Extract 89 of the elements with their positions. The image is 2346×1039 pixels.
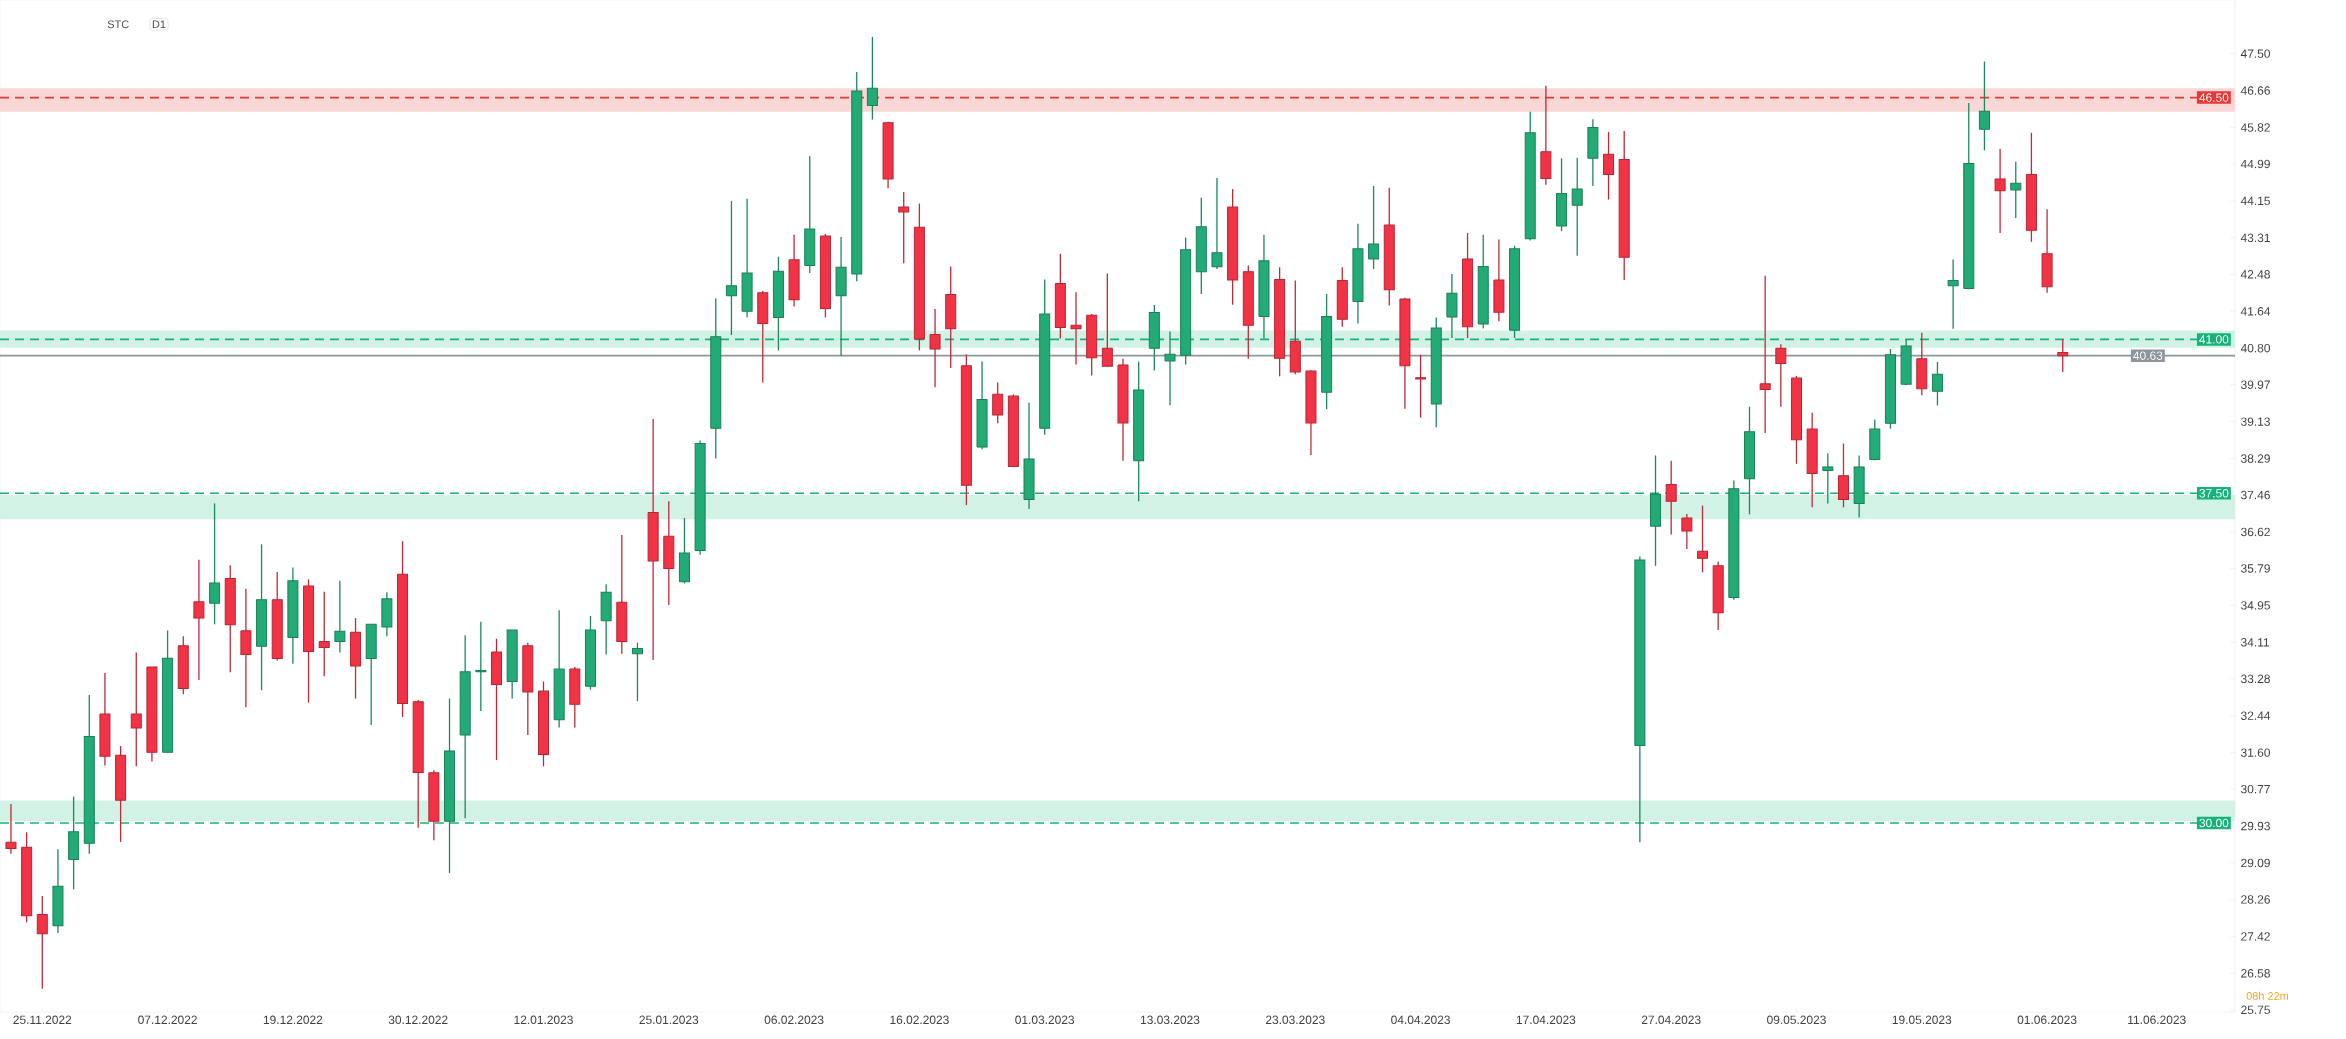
candlestick [1070,291,1082,366]
y-tick-label: 32.44 [2241,711,2271,720]
x-tick-label: 09.05.2023 [1767,1015,1826,1025]
x-tick-label: 13.03.2023 [1140,1015,1200,1025]
x-tick-label: 11.06.2023 [2128,1015,2186,1025]
x-tick-label: 25.11.2022 [13,1015,72,1025]
y-tick-label: 26.58 [2241,969,2270,978]
y-tick-label: 47.50 [2240,49,2271,58]
text: 08h 22m [2246,991,2289,1000]
y-tick-label: 41.64 [2240,307,2271,316]
x-tick-label: 04.04.2023 [1391,1015,1450,1025]
y-tick-label: 31.60 [2241,748,2271,757]
candlestick [725,200,737,336]
candlestick [631,642,643,702]
candlestick [1603,131,1615,201]
x-tick-label: 01.03.2023 [1015,1015,1075,1025]
annotation: D1 [152,20,166,29]
y-tick-label: 39.13 [2241,417,2270,426]
candlestick [898,191,910,264]
y-tick-label: 37.46 [2241,490,2270,500]
x-tick-label: 23.03.2023 [1265,1015,1325,1025]
y-tick-label: 44.15 [2240,196,2270,206]
x-tick-label: 06.02.2023 [764,1015,824,1025]
y-tick-label: 38.29 [2241,454,2270,463]
candlestick [1415,354,1427,419]
candlestick [36,895,48,990]
x-tick-label: 30.12.2022 [388,1015,448,1025]
y-tick-label: 34.11 [2241,638,2269,647]
y-tick-label: 29.09 [2241,858,2270,868]
candlestick [209,502,221,625]
y-tick-label: 42.48 [2240,270,2270,279]
candlestick [866,36,878,121]
ref-line-label: 30.00 [2199,818,2229,828]
candlestick [1775,343,1787,408]
candlestick [1101,272,1113,368]
ref-line-label: 40.63 [2133,351,2163,360]
y-tick-label: 45.82 [2240,123,2270,132]
y-tick-label: 35.79 [2241,564,2270,573]
candlestick [1697,504,1709,574]
x-tick-label: 12.01.2023 [514,1015,573,1025]
candlestick [334,580,346,654]
ref-line-label: 41.00 [2199,335,2229,344]
ref-line-label: 37.50 [2199,489,2229,498]
candlestick [1665,460,1677,536]
candlestick [5,803,17,855]
y-tick-label: 44.99 [2240,159,2270,169]
candlestick [929,308,941,388]
candlestick [992,381,1004,425]
candlestick [1211,177,1223,270]
candlestick [240,588,252,709]
x-tick-label: 07.12.2022 [138,1015,197,1025]
candlestick [1822,452,1834,505]
x-tick-label: 19.05.2023 [1892,1015,1952,1025]
y-tick-label: 40.80 [2240,343,2271,353]
y-tick-label: 34.95 [2241,601,2270,610]
candlestick [1978,60,1990,152]
candlestick [1681,513,1693,550]
y-tick-label: 46.66 [2240,86,2270,95]
candlestick [2057,338,2069,373]
y-tick-label: 28.26 [2241,895,2270,904]
candlestick [318,591,330,677]
x-tick-label: 16.02.2023 [890,1015,949,1025]
candlestick [1368,185,1380,270]
ref-line-label: 46.50 [2199,93,2229,102]
x-tick-label: 01.06.2023 [2017,1015,2077,1025]
candlestick [1759,275,1771,434]
annotation: STC [107,20,129,29]
y-tick-label: 30.77 [2241,784,2270,794]
y-tick-label: 29.93 [2241,821,2270,831]
x-tick-label: 17.04.2023 [1516,1015,1576,1025]
candlestick [1446,273,1458,339]
candlestick [130,651,142,767]
y-tick-label: 33.28 [2241,674,2270,684]
y-tick-label: 36.62 [2241,527,2270,537]
candlestick [1931,361,1943,406]
candlestick [1837,442,1849,508]
candlestick [1947,258,1959,330]
x-tick-label: 19.12.2022 [263,1015,323,1025]
candlestick [475,620,487,712]
y-tick-label: 43.31 [2240,233,2270,243]
x-tick-label: 27.04.2023 [1641,1015,1701,1025]
y-tick-label: 25.75 [2241,1005,2270,1015]
candlestick [193,559,205,681]
x-tick-label: 25.01.2023 [639,1015,699,1025]
y-tick-label: 39.97 [2241,380,2270,389]
candlestick [1994,148,2006,234]
candlestick [2010,161,2022,219]
candlestick [1571,157,1583,257]
y-tick-label: 27.42 [2241,932,2270,941]
